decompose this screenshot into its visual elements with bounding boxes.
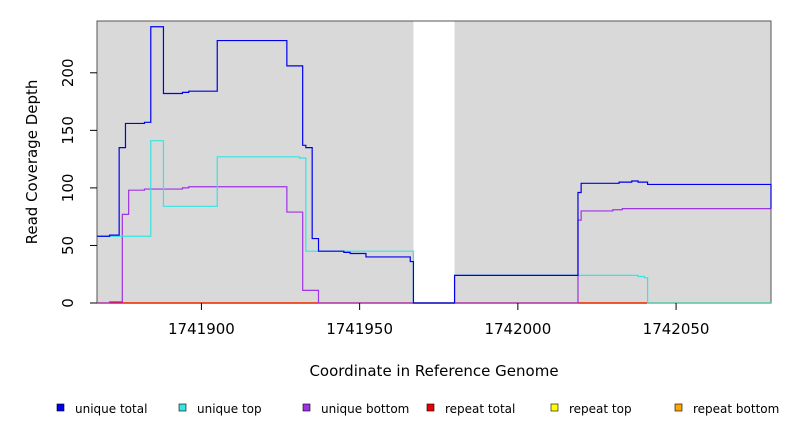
shaded-region-2 xyxy=(454,21,771,303)
x-tick-label: 1741950 xyxy=(326,320,393,338)
y-axis: 0 50 100 150 200 xyxy=(59,58,97,308)
legend-swatch xyxy=(302,403,311,412)
legend-swatch xyxy=(56,403,65,412)
legend-swatch xyxy=(674,403,683,412)
legend-swatch xyxy=(550,403,559,412)
legend-swatch xyxy=(178,403,187,412)
legend-label: unique total xyxy=(75,402,147,416)
y-tick-label: 200 xyxy=(59,58,77,87)
y-tick-label: 150 xyxy=(59,116,77,145)
legend-label: repeat total xyxy=(445,402,515,416)
x-axis-title: Coordinate in Reference Genome xyxy=(309,362,558,380)
shaded-region-1 xyxy=(97,21,414,303)
y-tick-label: 100 xyxy=(59,174,77,203)
series-layer xyxy=(97,26,772,304)
legend-label: unique bottom xyxy=(321,402,409,416)
x-axis: 1741900 1741950 1742000 1742050 xyxy=(168,303,709,338)
legend-label: repeat top xyxy=(569,402,632,416)
x-tick-label: 1742000 xyxy=(484,320,551,338)
series-line-unique-total xyxy=(97,26,772,304)
shaded-regions xyxy=(97,21,771,303)
legend-label: repeat bottom xyxy=(693,402,779,416)
x-tick-label: 1742050 xyxy=(643,320,710,338)
legend: unique total unique top unique bottom repea… xyxy=(56,402,779,416)
y-tick-label: 0 xyxy=(59,298,77,308)
legend-label: unique top xyxy=(197,402,262,416)
y-axis-title: Read Coverage Depth xyxy=(23,80,41,245)
legend-swatch xyxy=(426,403,435,412)
series-line-unique-bottom xyxy=(97,186,771,304)
x-tick-label: 1741900 xyxy=(168,320,235,338)
y-tick-label: 50 xyxy=(59,236,77,255)
series-line-unique-top xyxy=(97,140,771,304)
